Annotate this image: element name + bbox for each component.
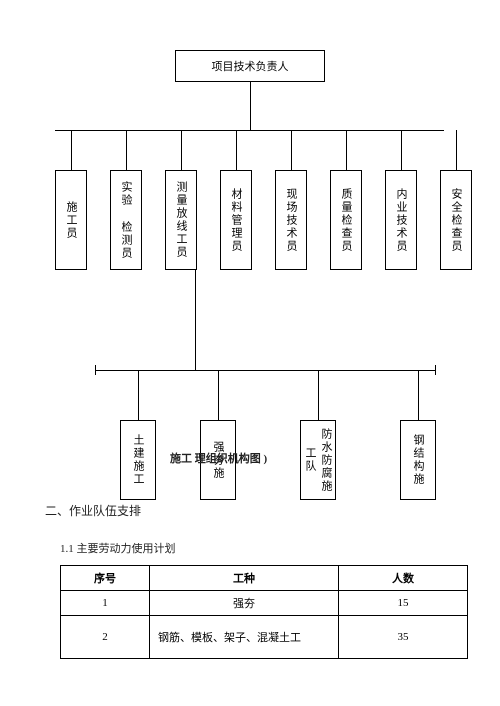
org-row1-node: 现场技术员 <box>275 170 307 270</box>
connector <box>250 82 251 130</box>
col-type: 工种 <box>150 566 339 591</box>
table-header-row: 序号 工种 人数 <box>61 566 468 591</box>
cell: 钢筋、模板、架子、混凝土工 <box>150 616 339 659</box>
connector <box>138 370 139 420</box>
connector <box>418 370 419 420</box>
connector <box>346 130 347 170</box>
labor-table: 序号 工种 人数 1 强夯 15 2 钢筋、模板、架子、混凝土工 35 <box>60 565 468 659</box>
connector <box>195 270 196 370</box>
section-1-1-title: 1.1 主要劳动力使用计划 <box>60 540 176 556</box>
org-row2-node: 土建施工 <box>120 420 156 500</box>
cell: 15 <box>339 591 468 616</box>
org-row2-node: 钢结构施 <box>400 420 436 500</box>
col-seq: 序号 <box>61 566 150 591</box>
cell: 强夯 <box>150 591 339 616</box>
org-row1-node: 实验 检测员 <box>110 170 142 270</box>
org-row2-node: 防水防腐施工队 <box>300 420 336 500</box>
org-top-label: 项目技术负责人 <box>212 58 289 74</box>
connector <box>236 130 237 170</box>
cell: 1 <box>61 591 150 616</box>
org-row1-node: 安全检查员 <box>440 170 472 270</box>
connector <box>55 130 444 131</box>
connector <box>318 370 319 420</box>
connector <box>218 370 219 420</box>
cell: 35 <box>339 616 468 659</box>
org-row1-node: 测量放线工员 <box>165 170 197 270</box>
org-top-node: 项目技术负责人 <box>175 50 325 82</box>
org-row1-node: 施工员 <box>55 170 87 270</box>
connector <box>71 130 72 170</box>
connector <box>126 130 127 170</box>
connector <box>291 130 292 170</box>
col-count: 人数 <box>339 566 468 591</box>
section-2-title: 二、作业队伍支排 <box>45 502 141 519</box>
connector <box>456 130 457 170</box>
org-row1-node: 材料管理员 <box>220 170 252 270</box>
cell: 2 <box>61 616 150 659</box>
org-row1-node: 内业技术员 <box>385 170 417 270</box>
table-row: 1 强夯 15 <box>61 591 468 616</box>
connector <box>401 130 402 170</box>
connector <box>181 130 182 170</box>
connector <box>95 370 435 371</box>
org-row1-node: 质量检查员 <box>330 170 362 270</box>
table-row: 2 钢筋、模板、架子、混凝土工 35 <box>61 616 468 659</box>
connector <box>435 365 436 375</box>
connector <box>95 365 96 375</box>
org-caption: 施工 理组织机构图 ) <box>170 450 267 466</box>
